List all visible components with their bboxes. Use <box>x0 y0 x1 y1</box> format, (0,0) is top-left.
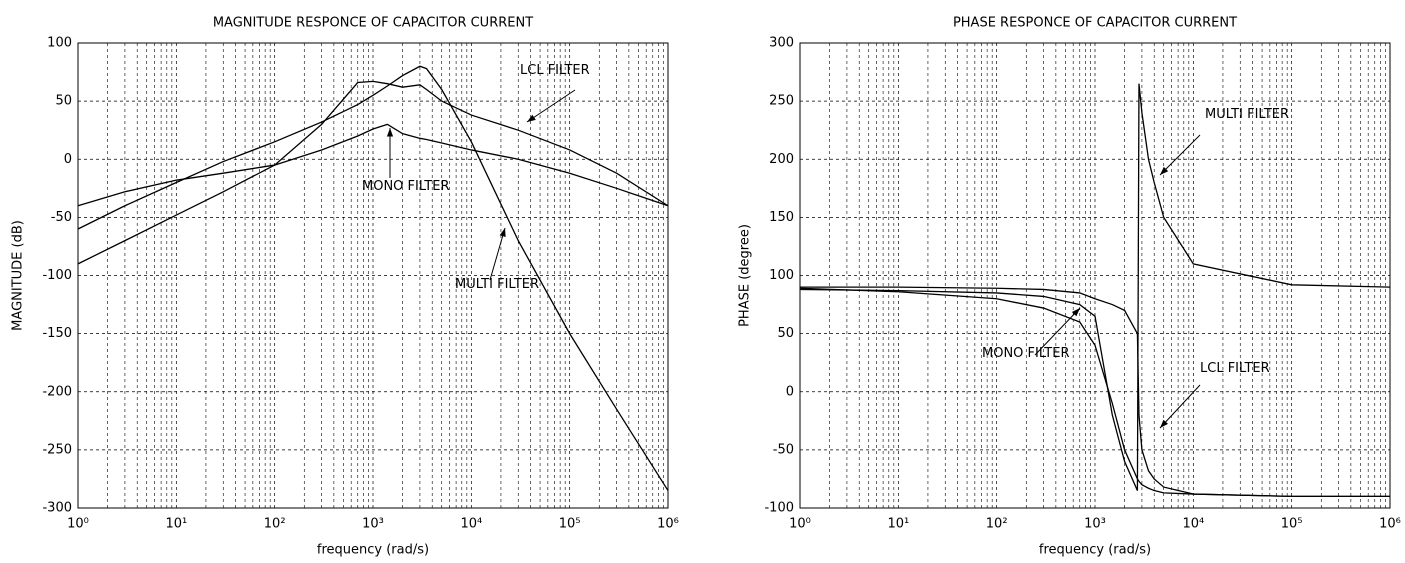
chart-title: PHASE RESPONCE OF CAPACITOR CURRENT <box>953 16 1237 31</box>
y-tick-label: -100 <box>764 501 794 516</box>
y-tick-label: 300 <box>769 36 794 51</box>
series-line <box>77 80 669 265</box>
series-annotation: MULTI FILTER <box>455 277 540 292</box>
axes-frame <box>77 42 669 509</box>
series-annotation: MONO FILTER <box>982 346 1070 361</box>
chart-title: MAGNITUDE RESPONCE OF CAPACITOR CURRENT <box>213 16 533 31</box>
annotation-arrow <box>489 227 506 281</box>
y-tick-label: -300 <box>42 501 72 516</box>
series-annotation: LCL FILTER <box>1200 361 1270 376</box>
y-tick-label: 100 <box>769 268 794 283</box>
y-tick-label: -250 <box>42 442 72 457</box>
x-tick-label: 10⁵ <box>559 517 581 532</box>
y-tick-label: -200 <box>42 384 72 399</box>
y-axis-label: MAGNITUDE (dB) <box>11 220 26 331</box>
x-axis-label: frequency (rad/s) <box>1039 543 1151 558</box>
y-tick-label: -50 <box>773 442 794 457</box>
x-tick-label: 10⁵ <box>1281 517 1303 532</box>
x-tick-label: 10¹ <box>165 517 187 532</box>
x-tick-label: 10⁴ <box>1182 517 1204 532</box>
annotation-arrowhead <box>499 228 506 237</box>
x-tick-label: 10² <box>986 517 1008 532</box>
y-tick-label: 0 <box>64 152 72 167</box>
annotation-arrowhead <box>1160 166 1169 175</box>
x-tick-label: 10⁶ <box>657 517 679 532</box>
x-tick-label: 10¹ <box>887 517 909 532</box>
series-line <box>77 123 669 207</box>
y-tick-label: 50 <box>55 94 72 109</box>
y-tick-label: 50 <box>777 326 794 341</box>
x-tick-label: 10⁶ <box>1379 517 1401 532</box>
x-tick-label: 10³ <box>1084 517 1106 532</box>
y-tick-label: 100 <box>47 36 72 51</box>
annotation-arrowhead <box>1071 308 1080 317</box>
y-tick-label: 200 <box>769 152 794 167</box>
y-tick-label: -50 <box>51 210 72 225</box>
x-tick-label: 10⁰ <box>67 517 89 532</box>
series-annotation: LCL FILTER <box>520 63 590 78</box>
series-line <box>77 65 669 491</box>
series-line <box>800 286 1390 498</box>
axes-frame <box>799 42 1391 509</box>
series-line <box>799 83 1391 491</box>
series-annotation: MONO FILTER <box>362 179 450 194</box>
y-tick-label: 150 <box>769 210 794 225</box>
x-tick-label: 10³ <box>362 517 384 532</box>
annotation-arrow <box>1034 307 1081 356</box>
annotation-arrow <box>526 89 576 123</box>
annotation-arrowhead <box>1160 419 1169 428</box>
series-line <box>799 287 1390 498</box>
x-tick-label: 10⁴ <box>460 517 482 532</box>
annotation-arrowhead <box>527 114 536 122</box>
y-tick-label: -100 <box>42 268 72 283</box>
y-tick-label: -150 <box>42 326 72 341</box>
x-axis-label: frequency (rad/s) <box>317 543 429 558</box>
annotation-arrowhead <box>386 128 394 137</box>
y-tick-label: 250 <box>769 94 794 109</box>
series-annotation: MULTI FILTER <box>1205 107 1290 122</box>
x-tick-label: 10⁰ <box>789 517 811 532</box>
y-tick-label: 0 <box>786 384 794 399</box>
y-axis-label: PHASE (degree) <box>738 224 753 327</box>
annotation-arrow <box>1159 384 1201 429</box>
x-tick-label: 10² <box>264 517 286 532</box>
annotation-arrow <box>1159 134 1201 176</box>
